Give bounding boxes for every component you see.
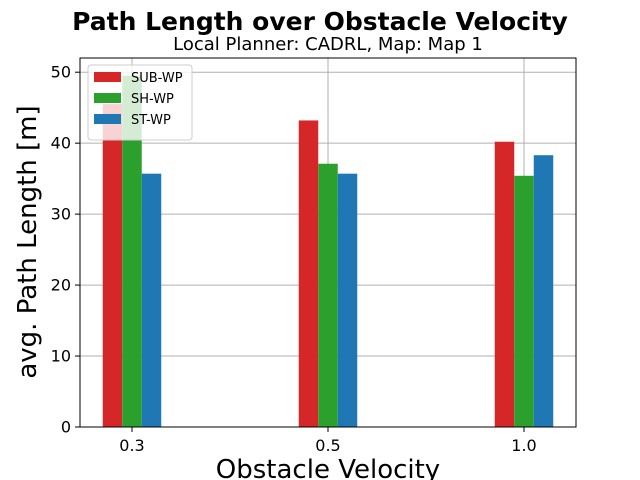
y-tick-label: 0: [61, 418, 71, 437]
x-tick-label: 1.0: [511, 436, 536, 455]
legend-swatch-st-wp: [94, 114, 121, 124]
x-axis-label: Obstacle Velocity: [216, 455, 440, 480]
legend-label-st-wp: ST-WP: [131, 113, 171, 128]
y-tick-label: 50: [51, 63, 71, 82]
y-tick-label: 30: [51, 205, 71, 224]
bar-sh-wp-1-0: [514, 175, 534, 427]
bar-st-wp-0-3: [141, 173, 162, 427]
legend-label-sh-wp: SH-WP: [131, 92, 174, 107]
bar-sub-wp-1-0: [494, 141, 515, 427]
legend-label-sub-wp: SUB-WP: [131, 71, 183, 86]
x-tick-label: 0.5: [315, 436, 340, 455]
bar-st-wp-1-0: [533, 155, 554, 428]
y-tick-label: 40: [51, 134, 71, 153]
bar-sub-wp-0-3: [102, 104, 123, 427]
legend-swatch-sub-wp: [94, 72, 121, 82]
axes-layer: 0 10 20 30 40 50 0.3 0.5 1.0: [51, 63, 537, 455]
x-tick-label: 0.3: [119, 436, 144, 455]
chart-subtitle: Local Planner: CADRL, Map: Map 1: [173, 34, 483, 55]
legend: SUB-WP SH-WP ST-WP: [87, 64, 193, 141]
bars-layer: [102, 75, 554, 428]
y-tick-label: 20: [51, 276, 71, 295]
y-tick-label: 10: [51, 347, 71, 366]
bar-sh-wp-0-5: [318, 163, 338, 427]
y-axis-label: avg. Path Length [m]: [13, 105, 43, 378]
bar-sub-wp-0-5: [298, 120, 319, 427]
legend-swatch-sh-wp: [94, 93, 121, 103]
chart-title: Path Length over Obstacle Velocity: [72, 7, 568, 36]
bar-sh-wp-0-3: [122, 75, 142, 427]
bar-st-wp-0-5: [337, 173, 358, 427]
